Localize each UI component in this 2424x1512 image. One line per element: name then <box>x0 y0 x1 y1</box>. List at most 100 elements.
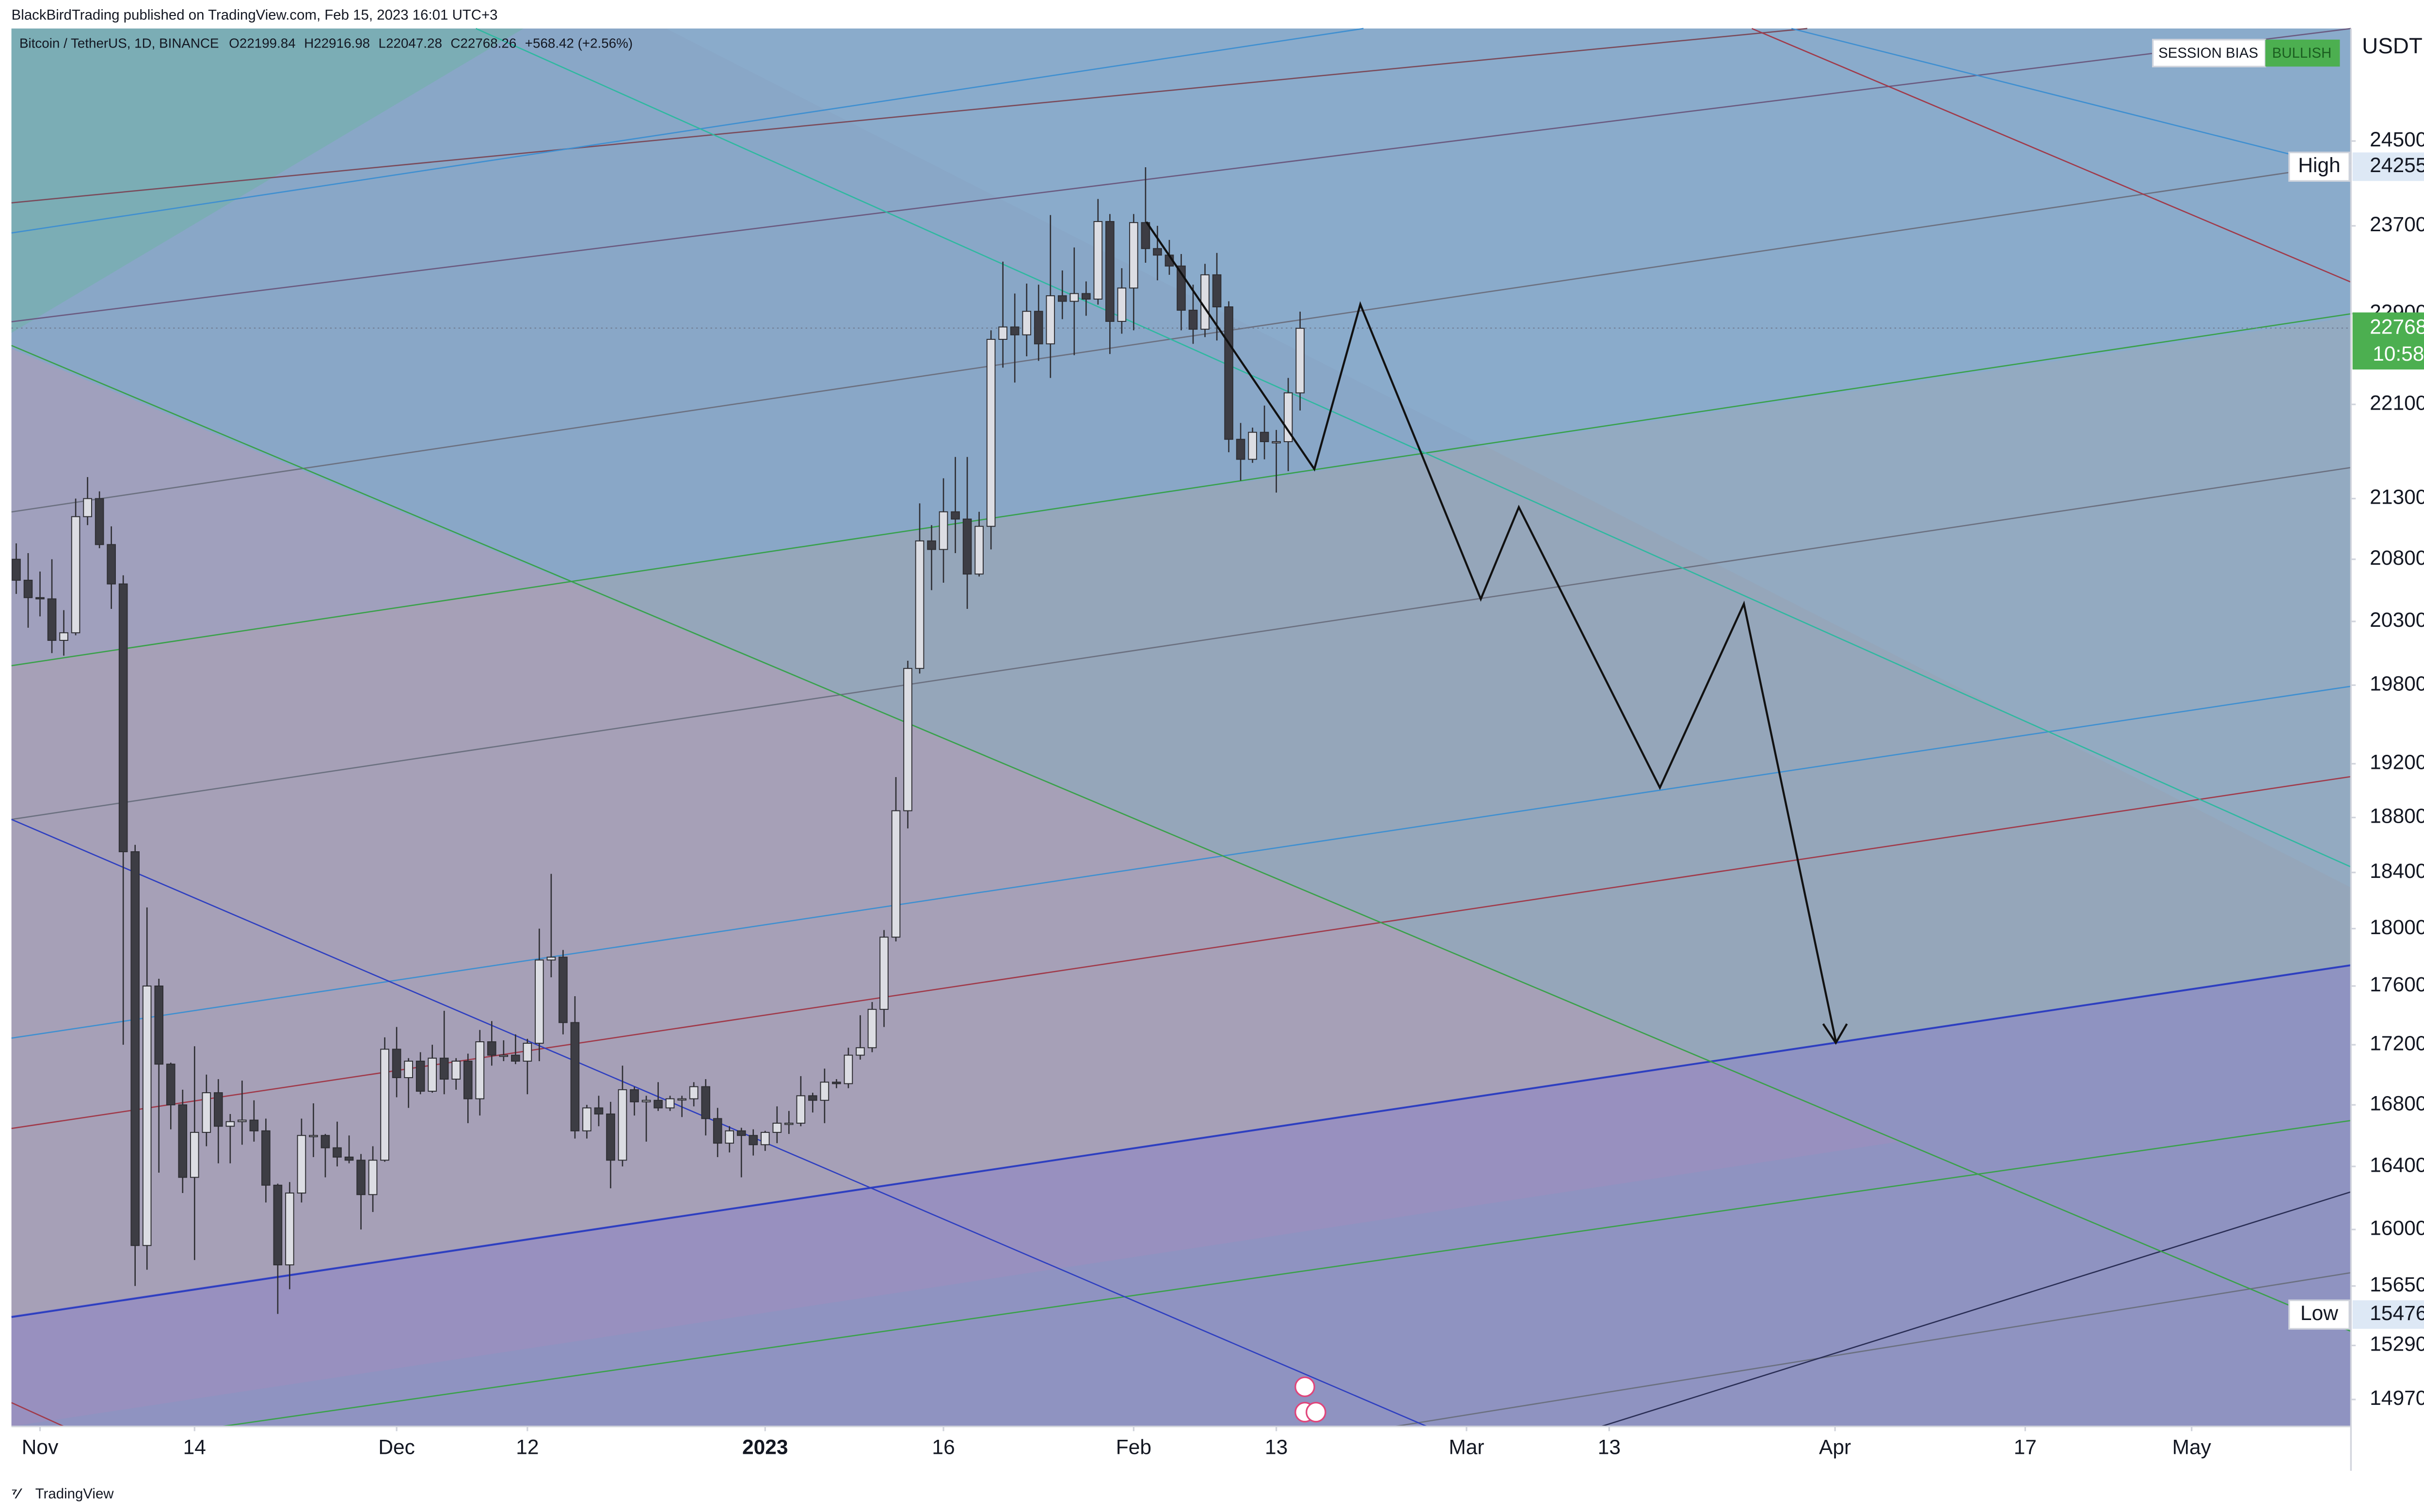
channel-line <box>11 964 2351 1318</box>
candle-body <box>1212 274 1222 307</box>
channel-line <box>11 28 2351 322</box>
x-tick-label: 2023 <box>742 1436 788 1459</box>
time-axis-bg <box>11 1426 2351 1471</box>
candle-body <box>202 1092 211 1133</box>
candle-body <box>915 540 925 669</box>
marker-name: Low <box>2300 1302 2338 1325</box>
y-tick-label: 20300.00 <box>2370 609 2424 632</box>
x-tick-label: 16 <box>932 1436 955 1459</box>
candle-body <box>238 1119 247 1122</box>
candle-body <box>499 1054 509 1057</box>
candle-body <box>1153 248 1162 256</box>
x-tick-label: May <box>2172 1436 2212 1459</box>
plot-background <box>11 28 2351 1427</box>
last-price-box <box>2352 312 2424 370</box>
y-tick-label: 24500.00 <box>2370 128 2424 151</box>
candle-body <box>689 1086 699 1099</box>
event-icon <box>1306 1401 1326 1423</box>
candle-body <box>1046 295 1055 345</box>
channel-line <box>11 162 2351 513</box>
candle-body <box>618 1089 627 1161</box>
footer-text: TradingView <box>35 1486 114 1502</box>
candle-body <box>808 1095 817 1101</box>
candles <box>12 167 1305 1314</box>
candle-body <box>582 1107 591 1131</box>
candle-body <box>1236 439 1245 460</box>
y-tick-label: 21300.00 <box>2370 486 2424 509</box>
candle-body <box>677 1098 686 1101</box>
candle-body <box>428 1057 437 1092</box>
candle-body <box>1010 326 1020 335</box>
candle-body <box>1295 328 1305 394</box>
channel-line <box>11 28 1808 204</box>
candle-body <box>879 937 889 1010</box>
x-tick-label: Apr <box>1819 1436 1851 1459</box>
last-price: 22768.26 <box>2370 316 2424 338</box>
y-tick-label: 16800.00 <box>2370 1092 2424 1115</box>
badge-value-box <box>2265 39 2340 67</box>
candle-body <box>487 1041 496 1056</box>
candle-body <box>1200 274 1210 330</box>
fan-line <box>11 345 2351 1332</box>
candle-body <box>154 986 164 1065</box>
candle-body <box>320 1135 330 1148</box>
candle-body <box>606 1114 615 1161</box>
y-axis-title: USDT <box>2362 33 2423 58</box>
candle-body <box>261 1130 271 1186</box>
marker-value-box <box>2352 1300 2424 1329</box>
candle-body <box>725 1130 734 1144</box>
symbol: Bitcoin / TetherUS, 1D, BINANCE <box>19 36 219 51</box>
candle-body <box>59 632 68 641</box>
candle-body <box>1082 293 1091 300</box>
candle-body <box>356 1160 366 1195</box>
channel-line <box>11 313 2351 667</box>
candle-body <box>641 1099 651 1102</box>
candle-body <box>939 511 948 550</box>
fan-line <box>11 1402 64 1427</box>
badge-label: SESSION BIAS <box>2158 45 2258 61</box>
x-tick-label: 17 <box>2014 1436 2037 1459</box>
candle-body <box>439 1057 449 1080</box>
candle-body <box>83 498 92 517</box>
candle-body <box>273 1184 283 1266</box>
candle-body <box>35 597 45 600</box>
candle-body <box>856 1047 865 1056</box>
candle-body <box>772 1122 782 1133</box>
candle-body <box>844 1054 853 1084</box>
publisher: BlackBirdTrading published on TradingVie… <box>12 7 498 23</box>
candle-body <box>71 516 80 634</box>
candle-body <box>166 1064 175 1106</box>
y-tick-label: 19200.00 <box>2370 751 2424 774</box>
candle-body <box>1129 222 1138 289</box>
y-tick-label: 15290.00 <box>2370 1333 2424 1356</box>
channel-line <box>11 467 2351 820</box>
badge-box <box>2152 39 2266 67</box>
y-tick-label: 17200.00 <box>2370 1032 2424 1055</box>
open-value: O22199.84 <box>229 36 295 51</box>
candle-body <box>297 1135 306 1194</box>
event-icon <box>1294 1376 1315 1397</box>
channel-line <box>11 685 2351 1039</box>
candle-body <box>225 1121 235 1127</box>
candle-body <box>309 1135 318 1137</box>
y-tick-label: 18000.00 <box>2370 916 2424 939</box>
footer-logo: ⁷⁄ TradingView <box>12 1486 114 1502</box>
y-tick-label: 18800.00 <box>2370 805 2424 828</box>
candle-body <box>535 959 544 1044</box>
candle-body <box>903 668 912 812</box>
channel-line <box>1395 1272 2351 1427</box>
low-value: L22047.28 <box>379 36 442 51</box>
candle-body <box>1188 309 1198 330</box>
y-tick-label: 15650.00 <box>2370 1273 2424 1296</box>
candle-body <box>1117 287 1127 322</box>
y-tick-label: 17600.00 <box>2370 973 2424 996</box>
candle-body <box>760 1131 770 1146</box>
candle-body <box>749 1135 758 1146</box>
projection-arrow <box>1822 1023 1848 1045</box>
candle-body <box>974 525 984 575</box>
candle-body <box>701 1086 710 1119</box>
candle-body <box>285 1193 294 1266</box>
candle-body <box>1034 311 1043 345</box>
y-tick-label: 20800.00 <box>2370 547 2424 570</box>
